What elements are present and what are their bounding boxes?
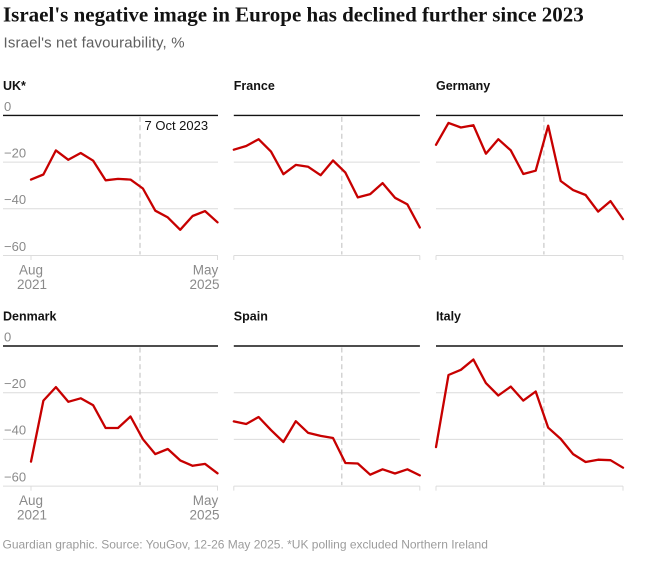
svg-text:−40: −40 [4, 192, 26, 207]
svg-text:Germany: Germany [436, 79, 490, 93]
svg-text:UK*: UK* [3, 79, 26, 93]
svg-text:Aug: Aug [19, 263, 43, 278]
svg-text:Guardian graphic. Source: YouG: Guardian graphic. Source: YouGov, 12-26 … [3, 538, 488, 552]
svg-text:Israel's net favourability, %: Israel's net favourability, % [4, 35, 185, 52]
svg-text:2025: 2025 [189, 508, 219, 523]
svg-text:2021: 2021 [17, 508, 47, 523]
svg-text:May: May [193, 493, 219, 508]
svg-text:−60: −60 [4, 239, 26, 254]
svg-text:−20: −20 [4, 376, 26, 391]
svg-text:May: May [193, 263, 219, 278]
svg-text:0: 0 [4, 99, 11, 114]
svg-text:0: 0 [4, 330, 11, 345]
svg-text:−20: −20 [4, 145, 26, 160]
svg-text:Israel's negative image in Eur: Israel's negative image in Europe has de… [3, 3, 584, 27]
svg-text:Spain: Spain [234, 309, 268, 323]
svg-text:France: France [234, 79, 275, 93]
svg-text:Denmark: Denmark [3, 309, 57, 323]
svg-text:2025: 2025 [189, 277, 219, 292]
svg-text:2021: 2021 [17, 277, 47, 292]
svg-text:Italy: Italy [436, 309, 461, 323]
svg-text:Aug: Aug [19, 493, 43, 508]
svg-text:−60: −60 [4, 469, 26, 484]
svg-text:−40: −40 [4, 423, 26, 438]
svg-text:7 Oct 2023: 7 Oct 2023 [145, 118, 209, 133]
